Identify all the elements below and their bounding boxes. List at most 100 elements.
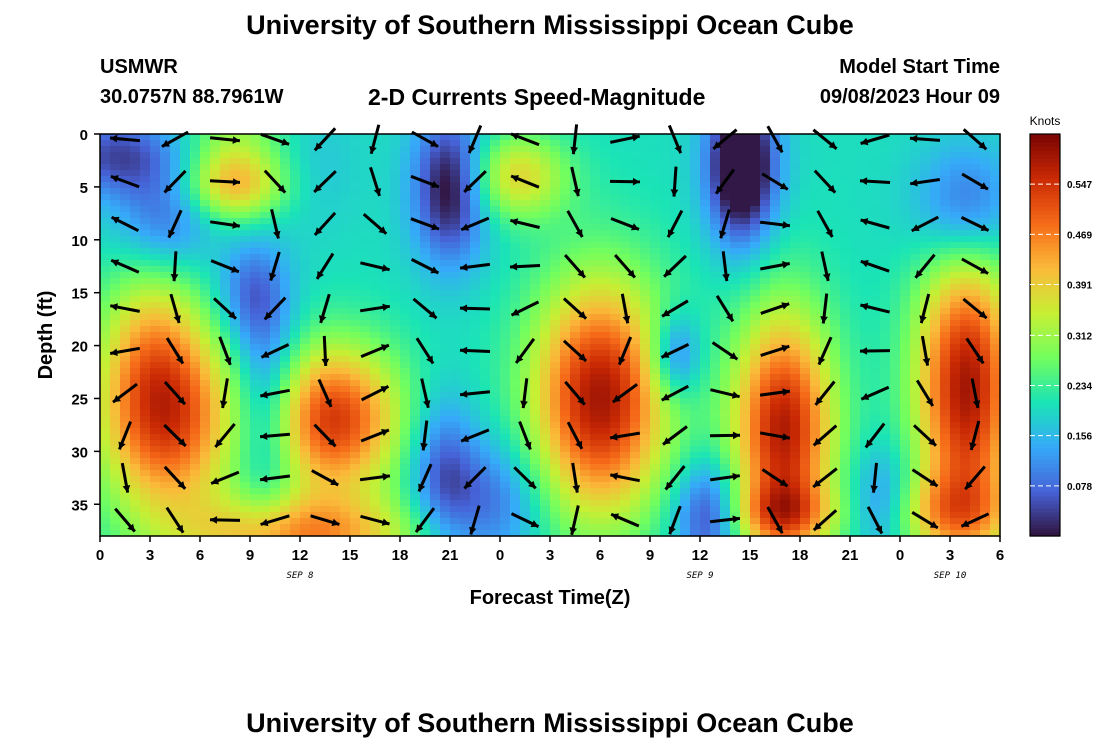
heatmap-cell — [430, 194, 441, 201]
heatmap-cell — [100, 266, 111, 273]
heatmap-cell — [260, 404, 271, 411]
heatmap-cell — [780, 524, 791, 531]
heatmap-cell — [760, 290, 771, 297]
heatmap-cell — [580, 368, 591, 375]
heatmap-cell — [160, 260, 171, 267]
heatmap-cell — [680, 320, 691, 327]
heatmap-cell — [780, 494, 791, 501]
heatmap-cell — [390, 212, 401, 219]
heatmap-cell — [470, 392, 481, 399]
heatmap-cell — [290, 158, 301, 165]
heatmap-cell — [130, 200, 141, 207]
heatmap-cell — [480, 188, 491, 195]
heatmap-cell — [390, 416, 401, 423]
heatmap-cell — [700, 302, 711, 309]
heatmap-cell — [660, 152, 671, 159]
heatmap-cell — [370, 338, 381, 345]
heatmap-cell — [540, 344, 551, 351]
heatmap-cell — [660, 170, 671, 177]
heatmap-cell — [650, 158, 661, 165]
heatmap-cell — [560, 362, 571, 369]
heatmap-cell — [370, 170, 381, 177]
heatmap-cell — [450, 314, 461, 321]
heatmap-cell — [350, 218, 361, 225]
heatmap-cell — [170, 374, 181, 381]
heatmap-cell — [840, 140, 851, 147]
heatmap-cell — [330, 140, 341, 147]
heatmap-cell — [300, 422, 311, 429]
heatmap-cell — [230, 272, 241, 279]
heatmap-cell — [730, 308, 741, 315]
heatmap-cell — [280, 152, 291, 159]
heatmap-cell — [390, 152, 401, 159]
heatmap-cell — [660, 158, 671, 165]
heatmap-cell — [320, 416, 331, 423]
heatmap-cell — [640, 524, 651, 531]
heatmap-cell — [700, 416, 711, 423]
heatmap-cell — [450, 398, 461, 405]
heatmap-cell — [700, 236, 711, 243]
heatmap-cell — [150, 356, 161, 363]
heatmap-cell — [100, 254, 111, 261]
heatmap-cell — [290, 530, 301, 537]
heatmap-cell — [270, 482, 281, 489]
heatmap-cell — [610, 284, 621, 291]
heatmap-cell — [180, 134, 191, 141]
heatmap-cell — [800, 350, 811, 357]
heatmap-cell — [420, 242, 431, 249]
heatmap-cell — [720, 200, 731, 207]
heatmap-cell — [440, 494, 451, 501]
heatmap-cell — [250, 248, 261, 255]
heatmap-cell — [640, 134, 651, 141]
heatmap-cell — [690, 152, 701, 159]
heatmap-cell — [200, 344, 211, 351]
heatmap-cell — [290, 326, 301, 333]
heatmap-cell — [480, 470, 491, 477]
heatmap-cell — [540, 356, 551, 363]
heatmap-cell — [230, 218, 241, 225]
heatmap-cell — [330, 386, 341, 393]
heatmap-cell — [560, 314, 571, 321]
heatmap-cell — [790, 266, 801, 273]
heatmap-cell — [490, 530, 501, 537]
heatmap-cell — [720, 140, 731, 147]
heatmap-cell — [200, 140, 211, 147]
heatmap-cell — [730, 278, 741, 285]
heatmap-cell — [730, 338, 741, 345]
heatmap-cell — [320, 224, 331, 231]
heatmap-cell — [100, 344, 111, 351]
heatmap-cell — [730, 158, 741, 165]
heatmap-cell — [800, 458, 811, 465]
heatmap-cell — [670, 524, 681, 531]
heatmap-cell — [260, 386, 271, 393]
heatmap-cell — [390, 464, 401, 471]
heatmap-cell — [280, 218, 291, 225]
heatmap-cell — [310, 428, 321, 435]
heatmap-cell — [130, 476, 141, 483]
heatmap-cell — [450, 284, 461, 291]
heatmap-cell — [550, 440, 561, 447]
heatmap-cell — [340, 500, 351, 507]
heatmap-cell — [210, 254, 221, 261]
heatmap-cell — [260, 452, 271, 459]
heatmap-cell — [830, 308, 841, 315]
heatmap-cell — [170, 224, 181, 231]
heatmap-cell — [270, 188, 281, 195]
heatmap-cell — [330, 176, 341, 183]
heatmap-cell — [240, 278, 251, 285]
heatmap-cell — [430, 458, 441, 465]
heatmap-cell — [160, 434, 171, 441]
heatmap-cell — [570, 326, 581, 333]
heatmap-cell — [820, 512, 831, 519]
heatmap-cell — [190, 182, 201, 189]
heatmap-cell — [520, 440, 531, 447]
heatmap-cell — [720, 380, 731, 387]
heatmap-cell — [460, 422, 471, 429]
heatmap-cell — [790, 230, 801, 237]
heatmap-cell — [300, 230, 311, 237]
heatmap-cell — [760, 230, 771, 237]
heatmap-cell — [310, 332, 321, 339]
heatmap-cell — [640, 482, 651, 489]
heatmap-cell — [790, 218, 801, 225]
heatmap-cell — [410, 224, 421, 231]
